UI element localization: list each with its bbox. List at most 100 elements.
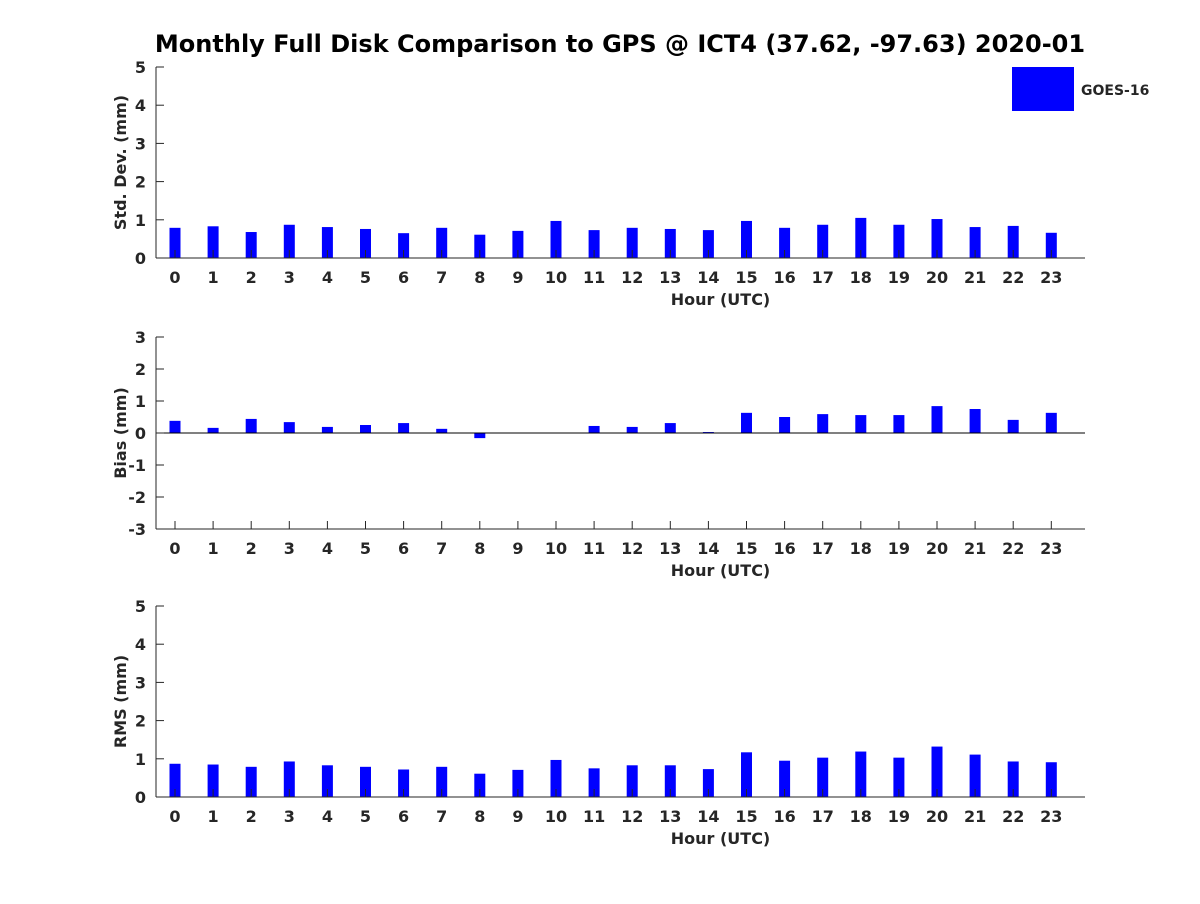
figure-title: Monthly Full Disk Comparison to GPS @ IC… — [0, 30, 1200, 58]
panel1-std-dev-y-tick-label-4: 4 — [135, 96, 146, 115]
panel2-bias-bar-hour-21 — [970, 409, 981, 433]
panel3-rms-x-tick-label-5: 5 — [360, 807, 371, 826]
panel2-bias-bar-hour-18 — [855, 415, 866, 433]
panel3-rms-x-tick-label-8: 8 — [474, 807, 485, 826]
panel2-bias-bar-hour-12 — [627, 427, 638, 433]
panel1-std-dev-x-tick-label-12: 12 — [621, 268, 643, 287]
panel3-rms-x-tick-label-16: 16 — [773, 807, 795, 826]
panel3-rms-x-tick-label-12: 12 — [621, 807, 643, 826]
panel2-bias-y-tick-label-3: 3 — [135, 328, 146, 347]
panel3-rms-x-tick-label-18: 18 — [850, 807, 872, 826]
panel3-rms-y-tick-label-1: 1 — [135, 750, 146, 769]
panel2-bias-x-tick-label-7: 7 — [436, 539, 447, 558]
panel2-bias-bar-hour-7 — [436, 429, 447, 433]
panel1-std-dev-x-tick-label-18: 18 — [850, 268, 872, 287]
panel3-rms-x-tick-label-7: 7 — [436, 807, 447, 826]
panel2-bias-bar-hour-16 — [779, 417, 790, 433]
panel2-bias-bar-hour-0 — [170, 421, 181, 433]
panel3-rms-y-tick-label-0: 0 — [135, 788, 146, 807]
panel1-std-dev-x-tick-label-6: 6 — [398, 268, 409, 287]
panel2-bias-bar-hour-1 — [208, 428, 219, 433]
panel3-rms-y-tick-label-3: 3 — [135, 673, 146, 692]
panel2-bias-x-tick-label-15: 15 — [735, 539, 757, 558]
panel2-bias-x-tick-label-1: 1 — [208, 539, 219, 558]
panel2-bias-x-tick-label-16: 16 — [773, 539, 795, 558]
panel2-bias-x-tick-label-3: 3 — [284, 539, 295, 558]
panel2-bias-bar-hour-8 — [474, 433, 485, 438]
panel3-rms-x-tick-label-21: 21 — [964, 807, 986, 826]
panel2-bias-bar-hour-6 — [398, 423, 409, 433]
panel3-rms-x-tick-label-2: 2 — [246, 807, 257, 826]
panel3-rms-x-tick-label-15: 15 — [735, 807, 757, 826]
panel1-std-dev-x-axis-label: Hour (UTC) — [671, 290, 771, 309]
panel3-rms-y-tick-label-2: 2 — [135, 712, 146, 731]
panel3-rms-y-axis-label: RMS (mm) — [111, 655, 130, 748]
panel2-bias-bar-hour-17 — [817, 414, 828, 433]
panel2-bias-x-tick-label-5: 5 — [360, 539, 371, 558]
panel1-std-dev-x-tick-label-10: 10 — [545, 268, 567, 287]
panel2-bias-x-tick-label-22: 22 — [1002, 539, 1024, 558]
panel1-std-dev-x-tick-label-21: 21 — [964, 268, 986, 287]
panel2-bias-x-tick-label-18: 18 — [850, 539, 872, 558]
panel3-rms-x-tick-label-6: 6 — [398, 807, 409, 826]
panel1-std-dev-y-tick-label-2: 2 — [135, 173, 146, 192]
panel1-std-dev-x-tick-label-14: 14 — [697, 268, 719, 287]
panel2-bias-bar-hour-5 — [360, 425, 371, 433]
panel2-bias-y-tick-label--3: -3 — [128, 520, 146, 539]
panel2-bias-x-tick-label-14: 14 — [697, 539, 719, 558]
panel2-bias-x-tick-label-10: 10 — [545, 539, 567, 558]
panel3-rms-x-axis-label: Hour (UTC) — [671, 829, 771, 848]
panel2-bias-x-axis-label: Hour (UTC) — [671, 561, 771, 580]
panel2-bias-x-tick-label-13: 13 — [659, 539, 681, 558]
panel2-bias-y-tick-label-2: 2 — [135, 360, 146, 379]
panel2-bias-bar-hour-3 — [284, 422, 295, 433]
panel3-rms-x-tick-label-0: 0 — [169, 807, 180, 826]
panel3-rms-x-tick-label-10: 10 — [545, 807, 567, 826]
panel1-std-dev-x-tick-label-3: 3 — [284, 268, 295, 287]
panel1-std-dev-y-tick-label-0: 0 — [135, 249, 146, 268]
legend-swatch — [1012, 67, 1074, 111]
panel3-rms-x-tick-label-17: 17 — [812, 807, 834, 826]
panel1-std-dev-x-tick-label-19: 19 — [888, 268, 910, 287]
panel1-std-dev-x-tick-label-0: 0 — [169, 268, 180, 287]
panel2-bias-y-axis-label: Bias (mm) — [111, 387, 130, 479]
panel2-bias-x-tick-label-19: 19 — [888, 539, 910, 558]
panel2-bias-bar-hour-23 — [1046, 413, 1057, 433]
panel3-rms-x-tick-label-11: 11 — [583, 807, 605, 826]
panel3-rms-x-tick-label-3: 3 — [284, 807, 295, 826]
panel1-std-dev-x-tick-label-11: 11 — [583, 268, 605, 287]
panel2-bias-y-tick-label--1: -1 — [128, 456, 146, 475]
panel2-bias-y-tick-label--2: -2 — [128, 488, 146, 507]
panel1-std-dev-y-tick-label-1: 1 — [135, 211, 146, 230]
panel2-bias-bar-hour-2 — [246, 419, 257, 433]
panel2-bias-bar-hour-19 — [893, 415, 904, 433]
panel1-std-dev-x-tick-label-15: 15 — [735, 268, 757, 287]
panel3-rms-x-tick-label-20: 20 — [926, 807, 948, 826]
panel1-std-dev-x-tick-label-2: 2 — [246, 268, 257, 287]
panel1-std-dev-x-tick-label-9: 9 — [512, 268, 523, 287]
panel3-rms-y-tick-label-5: 5 — [135, 597, 146, 616]
panel1-std-dev-x-tick-label-20: 20 — [926, 268, 948, 287]
panel3-rms-x-tick-label-14: 14 — [697, 807, 719, 826]
panel2-bias-x-tick-label-17: 17 — [812, 539, 834, 558]
panel2-bias-x-tick-label-8: 8 — [474, 539, 485, 558]
panel2-bias-x-tick-label-21: 21 — [964, 539, 986, 558]
panel1-std-dev-x-tick-label-17: 17 — [812, 268, 834, 287]
panel1-std-dev-y-tick-label-3: 3 — [135, 134, 146, 153]
panel3-rms-x-tick-label-13: 13 — [659, 807, 681, 826]
panel1-std-dev-x-tick-label-13: 13 — [659, 268, 681, 287]
panel2-bias-x-tick-label-20: 20 — [926, 539, 948, 558]
panel3-rms-y-tick-label-4: 4 — [135, 635, 146, 654]
panel3-rms-x-tick-label-23: 23 — [1040, 807, 1062, 826]
panel2-bias-x-tick-label-23: 23 — [1040, 539, 1062, 558]
panel1-std-dev-x-tick-label-4: 4 — [322, 268, 333, 287]
panel2-bias-bar-hour-20 — [932, 406, 943, 433]
legend-label: GOES-16 — [1081, 83, 1149, 99]
panel2-bias-bar-hour-11 — [589, 426, 600, 433]
panel2-bias-y-tick-label-0: 0 — [135, 424, 146, 443]
panel2-bias-bar-hour-22 — [1008, 420, 1019, 433]
panel1-std-dev-x-tick-label-7: 7 — [436, 268, 447, 287]
panel1-std-dev-y-axis-label: Std. Dev. (mm) — [111, 95, 130, 230]
